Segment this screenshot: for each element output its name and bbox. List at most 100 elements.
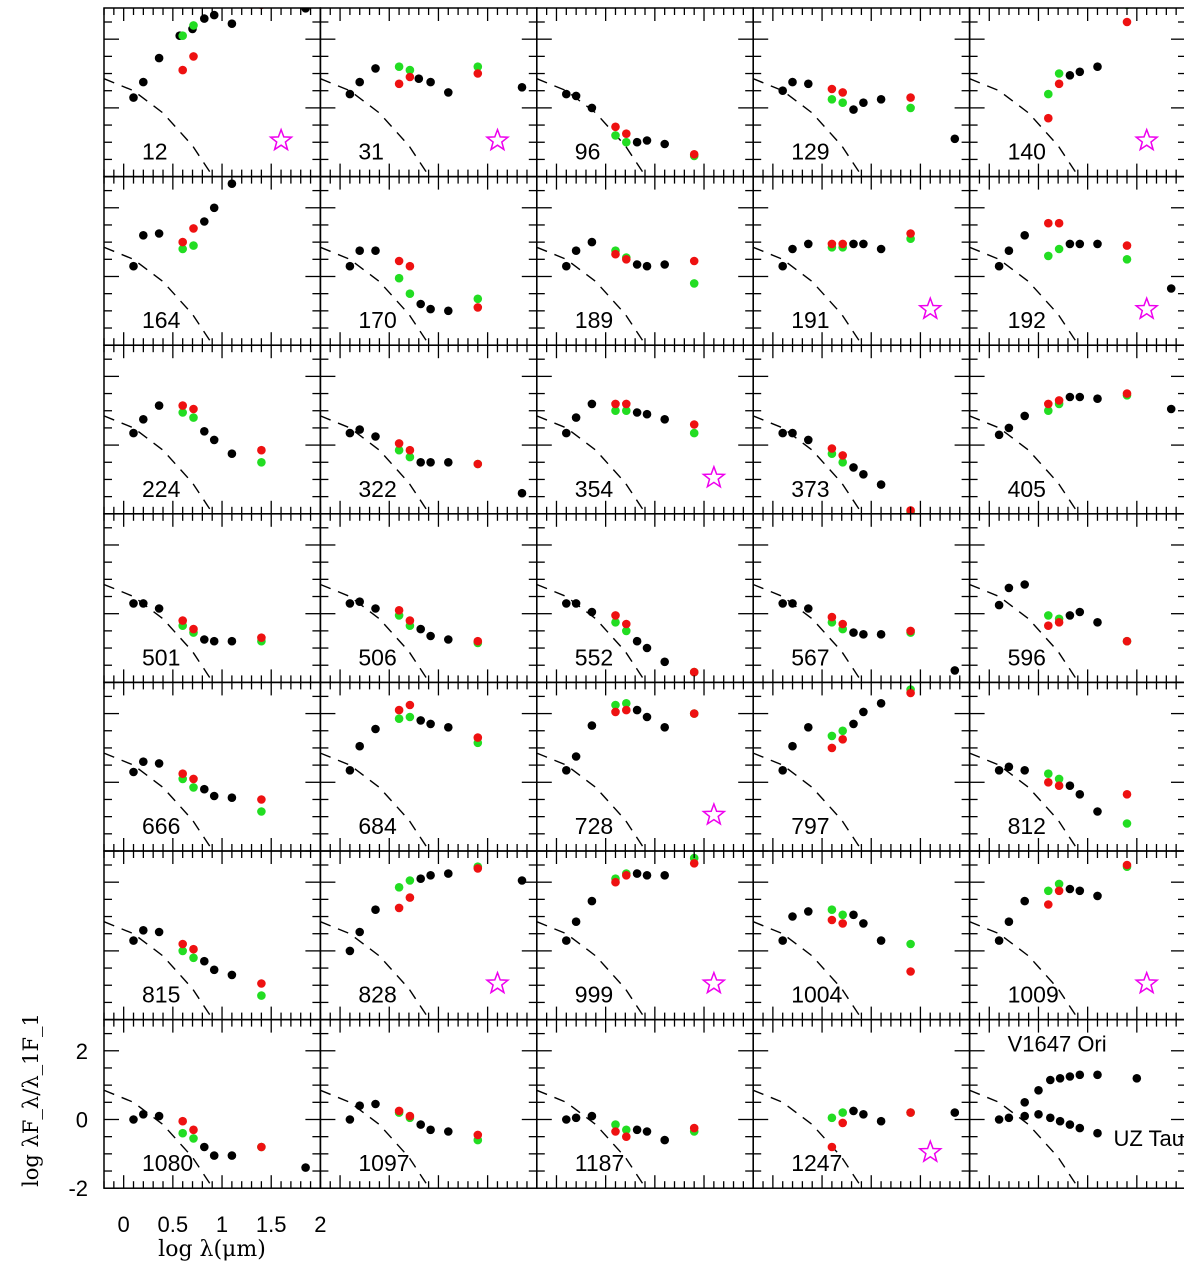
black-point [444, 458, 453, 467]
red-point [257, 633, 266, 642]
red-point [1123, 389, 1132, 398]
red-point [189, 224, 198, 233]
red-point [395, 606, 404, 615]
black-point [562, 429, 571, 438]
black-point [572, 413, 581, 422]
black-point [1020, 580, 1029, 589]
black-point [778, 766, 787, 775]
panel-frame [320, 1020, 536, 1189]
green-point [906, 104, 915, 113]
red-point [406, 262, 415, 271]
black-point [416, 625, 425, 634]
red-point [906, 229, 915, 238]
red-point [474, 733, 483, 742]
red-point [690, 1124, 699, 1133]
black-point [426, 78, 435, 87]
black-point [643, 644, 652, 653]
black-point [1046, 1076, 1055, 1085]
panel-frame [970, 345, 1184, 514]
black-point [155, 759, 164, 768]
red-point [690, 257, 699, 266]
red-point [1044, 778, 1053, 787]
green-point [1044, 887, 1053, 896]
y-tick-label: 0 [76, 1107, 88, 1132]
black-point [155, 604, 164, 613]
panel-frame [104, 8, 320, 177]
red-point [622, 620, 631, 629]
panel-label: 684 [358, 813, 397, 839]
red-point [474, 303, 483, 312]
black-point [346, 1115, 355, 1124]
panel-plot-area [104, 138, 310, 359]
red-point [406, 446, 415, 455]
black-point [588, 721, 597, 730]
black-point [951, 1108, 960, 1117]
black-point [415, 74, 424, 83]
star-marker [487, 130, 508, 150]
panel-label: 170 [358, 307, 396, 333]
panel-96: 96 [537, 8, 753, 190]
black-point [859, 630, 868, 639]
black-point [788, 245, 797, 254]
green-point [690, 279, 699, 288]
red-point [1044, 114, 1053, 123]
red-point [178, 238, 187, 247]
black-point [346, 429, 355, 438]
black-point [788, 912, 797, 921]
black-point [228, 19, 237, 28]
black-point [1056, 1117, 1065, 1126]
red-point [1123, 790, 1132, 799]
panel-plot-area [320, 62, 526, 190]
black-point [562, 90, 571, 99]
red-point [611, 708, 620, 717]
panel-189: 189 [537, 177, 753, 359]
red-point [690, 420, 699, 429]
panel-label: 552 [575, 644, 613, 670]
panel-666: 666 [104, 682, 320, 864]
red-point [189, 52, 198, 61]
black-point [1020, 1112, 1029, 1121]
black-point [346, 947, 355, 956]
black-point [210, 966, 219, 975]
red-point [474, 69, 483, 78]
panel-label: 405 [1008, 476, 1046, 502]
black-point [416, 300, 425, 309]
red-point [178, 940, 187, 949]
black-point [155, 401, 164, 410]
y-axis-title: log λF_λ/λ_1F_1 [19, 1013, 43, 1187]
black-point [572, 1114, 581, 1123]
panel-label: 999 [575, 982, 613, 1008]
red-point [828, 916, 837, 925]
green-point [189, 783, 198, 792]
red-point [257, 138, 266, 147]
green-point [395, 274, 404, 283]
panel-728: 728 [537, 682, 753, 864]
red-point [1044, 621, 1053, 630]
red-point [622, 706, 631, 715]
black-point [139, 78, 148, 87]
black-point [200, 785, 209, 794]
black-point [778, 936, 787, 945]
x-tick-label: 1.5 [256, 1212, 287, 1237]
x-tick-label: 0.5 [158, 1212, 189, 1237]
red-point [1044, 219, 1053, 228]
panel-plot-area [970, 0, 1176, 190]
red-point [474, 637, 483, 646]
black-point [572, 752, 581, 761]
red-point [690, 859, 699, 868]
red-point [474, 1131, 483, 1140]
black-point [849, 240, 858, 249]
black-point [228, 971, 237, 980]
panel-322: 322 [320, 345, 536, 527]
red-point [178, 1117, 187, 1126]
panel-label: 164 [142, 307, 181, 333]
red-point [395, 439, 404, 448]
red-point [406, 893, 415, 902]
panel-frame [537, 345, 753, 514]
star-marker [1136, 130, 1157, 150]
green-point [189, 954, 198, 963]
panel-frame [537, 177, 753, 346]
green-point [828, 905, 837, 914]
black-point [228, 793, 237, 802]
green-point [906, 940, 915, 949]
